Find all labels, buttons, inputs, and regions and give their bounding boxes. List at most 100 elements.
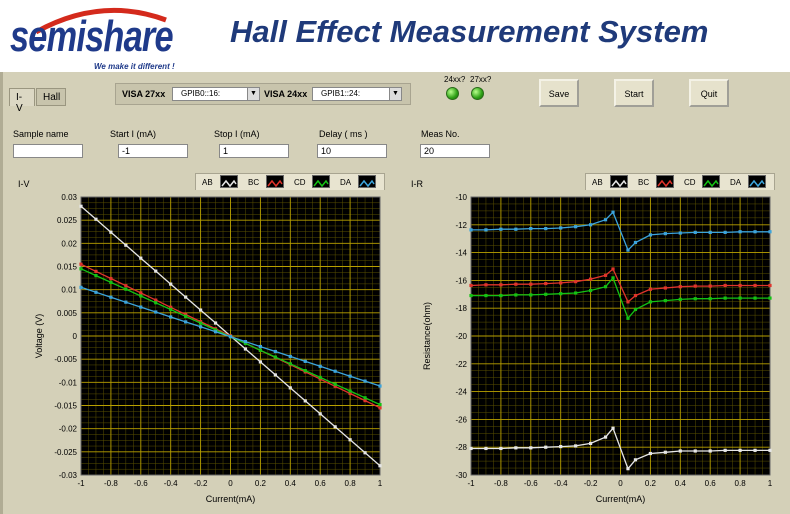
data-point	[544, 226, 548, 231]
data-point	[559, 444, 563, 449]
y-tick-label: -0.005	[54, 355, 77, 364]
data-point	[363, 379, 367, 383]
x-axis-label: Current(mA)	[206, 494, 256, 504]
data-point	[708, 230, 712, 234]
visa-27-select[interactable]: GPIB0::16: ▼	[172, 87, 260, 101]
logo-tagline: We make it different !	[94, 62, 175, 71]
data-point	[603, 435, 608, 439]
data-point	[333, 384, 337, 388]
data-point	[109, 230, 113, 234]
data-point	[514, 282, 518, 286]
x-tick-label: 1	[378, 479, 383, 488]
data-point	[589, 277, 593, 281]
data-point	[574, 291, 578, 295]
data-point	[184, 320, 188, 324]
data-point	[258, 360, 262, 364]
y-tick-label: -0.01	[59, 378, 78, 387]
meas-no-field[interactable]: 20	[420, 144, 490, 158]
data-point	[768, 230, 772, 234]
y-axis-label: Resistance(ohm)	[422, 302, 432, 370]
y-tick-label: -18	[455, 304, 467, 313]
y-tick-label: 0.03	[61, 193, 77, 202]
delay-field[interactable]: 10	[317, 144, 387, 158]
x-tick-label: -0.4	[554, 479, 568, 488]
x-tick-label: -0.8	[494, 479, 508, 488]
data-point	[94, 269, 98, 273]
ir-graph-title: I-R	[411, 179, 423, 189]
y-tick-label: 0.015	[57, 263, 78, 272]
visa-27-label: VISA 27xx	[122, 89, 166, 99]
x-tick-label: -0.6	[134, 479, 148, 488]
iv-legend: AB BC CD DA	[195, 173, 385, 191]
legend-label: DA	[730, 178, 742, 187]
data-point	[124, 300, 128, 304]
data-point	[378, 464, 382, 468]
data-point	[94, 290, 98, 294]
x-tick-label: 0	[618, 479, 623, 488]
data-point	[139, 256, 143, 260]
data-point	[663, 286, 667, 290]
data-point	[633, 293, 638, 298]
data-point	[544, 292, 548, 296]
sample-name-label: Sample name	[13, 129, 69, 139]
data-point	[499, 227, 503, 231]
data-point	[693, 297, 697, 301]
x-tick-label: -1	[77, 479, 85, 488]
data-point	[678, 231, 682, 235]
data-point	[469, 283, 473, 288]
tab-hall[interactable]: Hall	[36, 88, 66, 106]
data-point	[648, 300, 652, 304]
visa-27-value: GPIB0::16:	[181, 89, 221, 98]
data-point	[633, 307, 638, 312]
data-point	[124, 287, 128, 291]
legend-swatch-icon	[656, 175, 674, 188]
data-point	[693, 449, 697, 453]
visa-24-select[interactable]: GPIB1::24: ▼	[312, 87, 402, 101]
data-point	[753, 296, 757, 300]
data-point	[663, 232, 667, 236]
data-point	[273, 349, 277, 354]
data-point	[363, 399, 367, 403]
y-tick-label: -0.02	[59, 425, 78, 434]
data-point	[529, 446, 533, 450]
data-point	[499, 283, 503, 287]
data-point	[589, 223, 593, 227]
data-point	[79, 204, 83, 208]
data-point	[611, 276, 615, 280]
data-point	[94, 217, 98, 221]
sample-name-field[interactable]	[13, 144, 83, 158]
header: semishare We make it different ! Hall Ef…	[0, 0, 790, 72]
data-point	[79, 285, 83, 289]
stop-current-field[interactable]: 1	[219, 144, 289, 158]
data-point	[559, 281, 563, 285]
data-point	[348, 391, 352, 396]
start-button[interactable]: Start	[614, 79, 654, 107]
data-point	[648, 451, 652, 456]
data-point	[626, 248, 630, 252]
delay-label: Delay ( ms )	[319, 129, 368, 139]
data-point	[243, 341, 248, 346]
data-point	[753, 230, 757, 234]
logo-text: semishare	[10, 12, 174, 61]
data-point	[318, 412, 322, 416]
start-current-label: Start I (mA)	[110, 129, 157, 139]
data-point	[333, 369, 337, 373]
series-line-cd	[471, 276, 770, 320]
data-point	[768, 448, 772, 452]
y-tick-label: -16	[455, 276, 467, 285]
dropdown-arrow-icon[interactable]: ▼	[247, 88, 259, 100]
company-logo: semishare We make it different !	[4, 0, 204, 72]
x-tick-label: -0.6	[524, 479, 538, 488]
data-point	[288, 354, 292, 359]
save-button[interactable]: Save	[539, 79, 579, 107]
data-point	[723, 283, 727, 288]
data-point	[213, 330, 218, 334]
start-current-field[interactable]: -1	[118, 144, 188, 158]
data-point	[378, 406, 382, 410]
tab-iv[interactable]: I-V	[9, 88, 35, 114]
dropdown-arrow-icon[interactable]: ▼	[389, 88, 401, 100]
data-point	[469, 293, 473, 298]
quit-button[interactable]: Quit	[689, 79, 729, 107]
data-point	[708, 284, 712, 288]
data-point	[243, 347, 248, 351]
